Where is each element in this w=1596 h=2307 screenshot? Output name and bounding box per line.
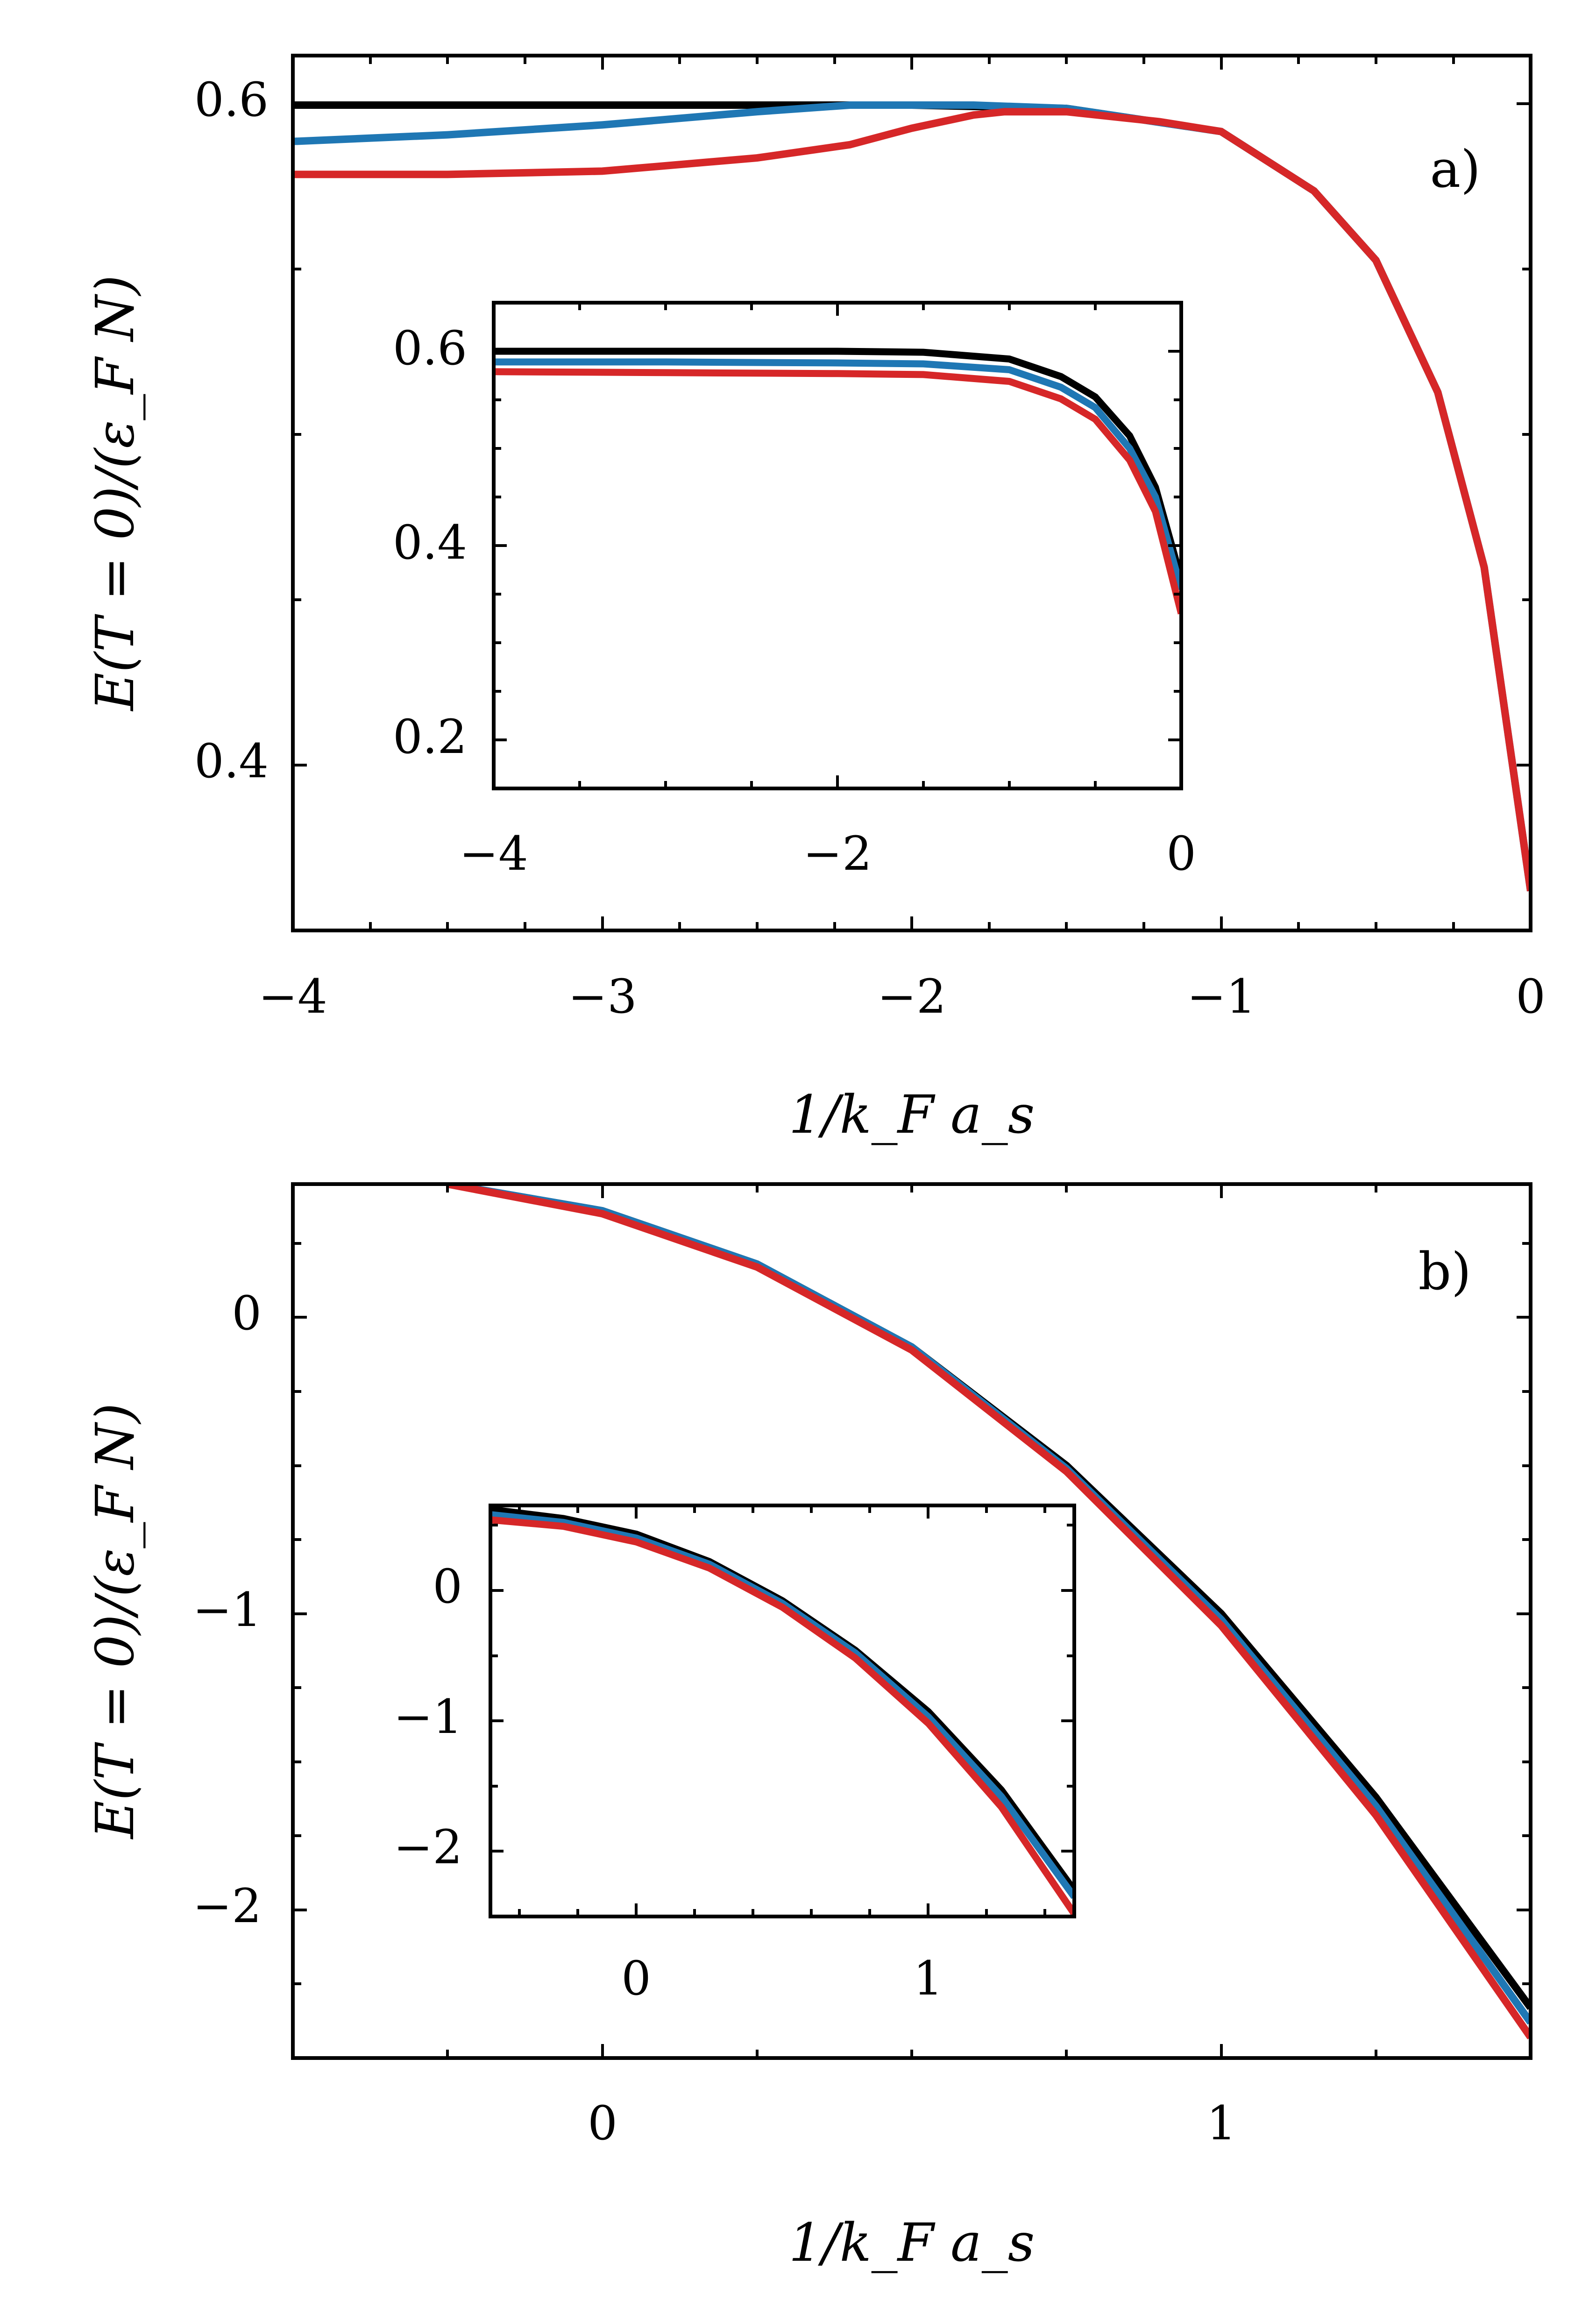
panel-a-series-group [293, 101, 1531, 892]
panel-a-inset-series-black-line [494, 348, 1181, 581]
panel-b-panel-label: b) [1419, 1242, 1471, 1301]
panel-a-inset-x-tick-label-0: 0 [1166, 826, 1196, 881]
panel-b-y-tick-label-neg1: −1 [193, 1583, 262, 1637]
panel-a-x-tick-label-neg4: −4 [258, 969, 327, 1024]
panel-a-x-tick-label-neg3: −3 [568, 969, 637, 1024]
panel-b-inset-series-group [490, 1505, 1074, 1916]
panel-b-inset-y-tick-label-0: 0 [433, 1559, 462, 1614]
panel-a-inset-y-tick-label-0.4: 0.4 [393, 515, 467, 570]
panel-a-inset-y-tick-label-0.6: 0.6 [393, 321, 467, 376]
panel-a-x-axis-label: 1/k_F a_s [789, 1085, 1035, 1145]
panel-b-inset-series-red-line [490, 1516, 1074, 1916]
panel-b-x-tick-label-1: 1 [1206, 2096, 1236, 2151]
panel-b-x-axis-label: 1/k_F a_s [789, 2213, 1035, 2273]
panel-b-inset-x-tick-label-1: 1 [913, 1951, 943, 2006]
panel-a-inset-y-tick-label-0.2: 0.2 [393, 710, 467, 764]
panel-b-inset-x-tick-label-0: 0 [621, 1951, 651, 2006]
panel-a-inset: 0.2 0.4 0.6 −4 −2 0 [393, 301, 1196, 881]
panel-a-inset-x-tick-label-neg2: −2 [803, 826, 872, 881]
panel-a-frame [291, 54, 1532, 932]
panel-a-inset-series-red-line [494, 368, 1181, 615]
panel-b: 0 −1 −2 0 1 1/k_F a_s E(T = 0)/(ε_F N) b… [85, 1182, 1532, 2273]
panel-b-y-axis-label: E(T = 0)/(ε_F N) [85, 1403, 146, 1840]
panel-b-frame [291, 1182, 1532, 2060]
panel-b-series-group [447, 1184, 1531, 2040]
panel-b-inset-y-tick-label-neg2: −2 [394, 1820, 462, 1874]
panel-b-inset-y-tick-label-neg1: −1 [394, 1689, 462, 1744]
panel-a-y-tick-label-0.4: 0.4 [194, 734, 269, 788]
panel-a-inset-series-group [494, 348, 1181, 615]
panel-a-x-tick-label-neg1: −1 [1187, 969, 1256, 1024]
panel-a-inset-series-blue-line [494, 358, 1181, 590]
panel-a-y-axis-label: E(T = 0)/(ε_F N) [85, 275, 146, 712]
panel-a-panel-label: a) [1430, 139, 1481, 199]
panel-b-series-red-line [447, 1184, 1531, 2040]
panel-a-inset-frame [492, 301, 1183, 790]
panel-b-x-tick-label-0: 0 [588, 2096, 617, 2151]
panel-b-inset: 0 −1 −2 0 1 [394, 1504, 1076, 2006]
panel-b-y-tick-label-neg2: −2 [193, 1879, 262, 1933]
panel-b-y-tick-label-0: 0 [232, 1286, 262, 1341]
panel-a-x-tick-label-neg2: −2 [877, 969, 946, 1024]
panel-b-inset-plot-area [490, 1505, 1074, 1917]
panel-a: 0.6 0.4 −4 −3 −2 −1 0 1/k_F a_s E(T = 0)… [85, 54, 1546, 1145]
panel-a-series-red-line [293, 108, 1531, 892]
panel-b-inset-frame [489, 1504, 1076, 1918]
panel-a-inset-x-tick-label-neg4: −4 [459, 826, 528, 881]
panel-a-x-tick-label-0: 0 [1516, 969, 1546, 1024]
panel-a-y-tick-label-0.6: 0.6 [194, 72, 269, 127]
